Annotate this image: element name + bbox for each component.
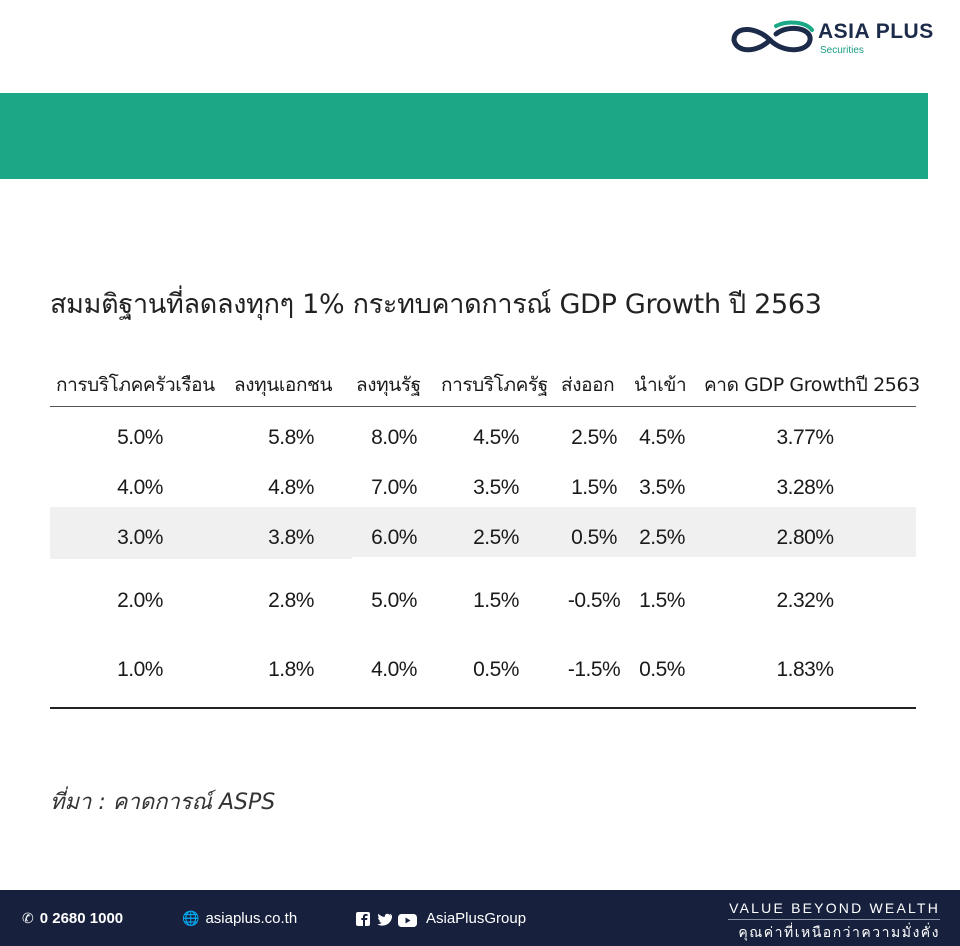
- table-cell: 3.5%: [473, 476, 519, 499]
- table-cell: 4.5%: [639, 426, 685, 449]
- table-cell: 5.0%: [371, 589, 417, 612]
- infinity-logo-icon: [731, 20, 814, 53]
- youtube-icon[interactable]: [398, 914, 417, 927]
- phone-icon: ✆: [22, 910, 34, 926]
- footer-phone[interactable]: ✆ 0 2680 1000: [22, 910, 123, 927]
- row-divider: [352, 557, 916, 560]
- table-cell: 1.5%: [639, 589, 685, 612]
- footer-bar: ✆ 0 2680 1000 🌐 asiaplus.co.th AsiaPlusGro…: [0, 890, 960, 946]
- table-cell: 2.8%: [268, 589, 314, 612]
- col-header-government-consumption: การบริโภครัฐ: [441, 374, 548, 396]
- phone-number: 0 2680 1000: [39, 910, 124, 927]
- tagline-thai: คุณค่าที่เหนือกว่าความมั่งคั่ง: [738, 925, 940, 941]
- table-cell: 1.5%: [571, 476, 617, 499]
- asia-plus-logo: ASIA PLUS Securities: [726, 18, 946, 58]
- header-banner: [0, 93, 928, 179]
- footer-social-handle[interactable]: AsiaPlusGroup: [426, 910, 527, 927]
- table-cell: 4.0%: [117, 476, 163, 499]
- table-cell: 1.83%: [776, 658, 834, 681]
- col-header-exports: ส่งออก: [561, 374, 615, 396]
- table-cell: 0.5%: [639, 658, 685, 681]
- twitter-icon[interactable]: [377, 913, 393, 926]
- table-cell: 2.5%: [571, 426, 617, 449]
- social-icons: [356, 912, 417, 927]
- table-bottom-rule: [50, 707, 916, 709]
- table-cell: 8.0%: [371, 426, 417, 449]
- table-cell: 2.0%: [117, 589, 163, 612]
- table-cell: -1.5%: [567, 658, 621, 681]
- tagline-divider: [728, 919, 940, 920]
- col-header-household-consumption: การบริโภคครัวเรือน: [56, 374, 215, 396]
- table-cell: 4.8%: [268, 476, 314, 499]
- globe-icon: 🌐: [182, 910, 200, 926]
- table-cell: 1.0%: [117, 658, 163, 681]
- table-cell: 2.5%: [473, 526, 519, 549]
- table-cell: 3.0%: [117, 526, 163, 549]
- table-cell: 7.0%: [371, 476, 417, 499]
- brand-name: ASIA PLUS: [818, 20, 934, 43]
- col-header-private-investment: ลงทุนเอกชน: [234, 374, 333, 396]
- brand-sub: Securities: [820, 45, 864, 56]
- table-cell: 3.8%: [268, 526, 314, 549]
- page-title: สมมติฐานที่ลดลงทุกๆ 1% กระทบคาดการณ์ GDP…: [50, 289, 822, 320]
- table-cell: 3.5%: [639, 476, 685, 499]
- col-header-public-investment: ลงทุนรัฐ: [356, 374, 421, 396]
- table-cell: -0.5%: [567, 589, 621, 612]
- facebook-icon[interactable]: [356, 912, 370, 926]
- table-cell: 2.5%: [639, 526, 685, 549]
- tagline-english: VALUE BEYOND WEALTH: [729, 900, 940, 916]
- website-link: asiaplus.co.th: [205, 910, 298, 927]
- table-cell: 2.80%: [776, 526, 834, 549]
- table-cell: 3.28%: [776, 476, 834, 499]
- table-top-rule: [50, 406, 916, 407]
- table-cell: 1.5%: [473, 589, 519, 612]
- footer-website[interactable]: 🌐 asiaplus.co.th: [182, 910, 297, 927]
- table-cell: 5.8%: [268, 426, 314, 449]
- table-cell: 4.5%: [473, 426, 519, 449]
- source-note: ที่มา : คาดการณ์ ASPS: [50, 790, 276, 815]
- table-cell: 0.5%: [473, 658, 519, 681]
- table-cell: 1.8%: [268, 658, 314, 681]
- table-cell: 0.5%: [571, 526, 617, 549]
- table-cell: 4.0%: [371, 658, 417, 681]
- col-header-imports: นำเข้า: [634, 374, 687, 396]
- table-cell: 5.0%: [117, 426, 163, 449]
- table-cell: 6.0%: [371, 526, 417, 549]
- col-header-gdp-growth-forecast: คาด GDP Growthปี 2563: [704, 374, 920, 396]
- table-cell: 3.77%: [776, 426, 834, 449]
- table-cell: 2.32%: [776, 589, 834, 612]
- highlighted-row-background: [50, 507, 916, 559]
